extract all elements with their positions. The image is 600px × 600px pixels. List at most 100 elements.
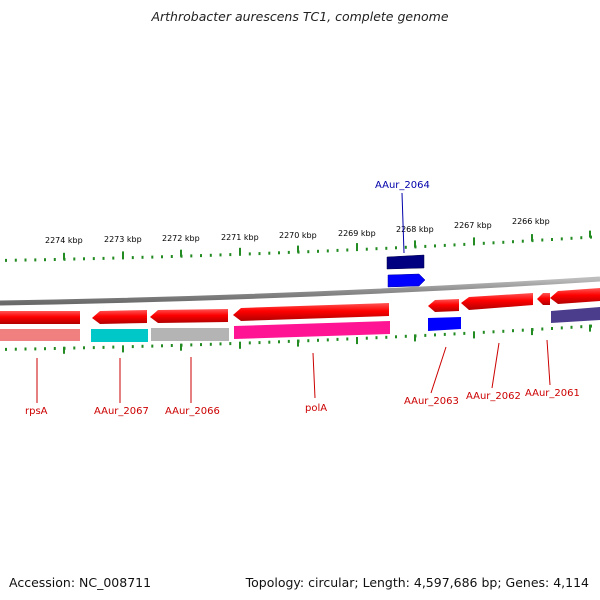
scale-label: 2269 kbp [338, 229, 376, 238]
major-tick [589, 230, 591, 238]
minor-tick [190, 343, 193, 347]
minor-tick [44, 347, 46, 351]
gene-offscreen-right-shadow [551, 307, 600, 323]
minor-tick [551, 238, 553, 241]
minor-tick [278, 251, 280, 255]
minor-tick [482, 330, 485, 334]
minor-tick [512, 240, 514, 244]
gene-AAur_2067-shadow [91, 329, 148, 342]
minor-tick [53, 347, 56, 350]
major-tick [531, 328, 533, 336]
major-tick [122, 251, 124, 259]
minor-tick [580, 236, 583, 240]
gene-AAur_2062[interactable] [461, 293, 533, 310]
gene-AAur_2067[interactable] [92, 310, 147, 324]
minor-tick [287, 339, 290, 343]
minor-tick [219, 342, 222, 346]
minor-tick [131, 345, 134, 349]
major-tick [180, 343, 182, 351]
minor-tick [502, 329, 505, 333]
gene-AAur_2066[interactable] [150, 309, 228, 323]
gene-label-AAur_2064[interactable]: AAur_2064 [375, 180, 430, 191]
minor-tick [512, 329, 514, 333]
minor-tick [434, 333, 436, 337]
gene-label-AAur_2067[interactable]: AAur_2067 [94, 406, 149, 417]
minor-tick [424, 244, 427, 248]
minor-tick [463, 331, 466, 335]
label-leaders [36, 339, 551, 403]
major-tick [297, 339, 299, 347]
minor-tick [141, 255, 144, 259]
minor-tick [434, 244, 436, 248]
minor-tick [161, 344, 163, 348]
minor-tick [258, 341, 261, 345]
gene-AAur_2064-dark[interactable] [386, 254, 425, 270]
gene-AAur_2064[interactable] [387, 273, 426, 288]
gene-label-polA[interactable]: polA [305, 403, 327, 414]
minor-tick [268, 251, 271, 255]
minor-tick [560, 326, 563, 330]
minor-tick [53, 258, 56, 261]
minor-tick [443, 243, 446, 247]
forward-strand-genes [386, 254, 426, 288]
minor-tick [443, 332, 446, 336]
minor-tick [112, 256, 115, 260]
gene-label-AAur_2062[interactable]: AAur_2062 [466, 391, 521, 402]
gene-label-AAur_2063[interactable]: AAur_2063 [404, 396, 459, 407]
minor-tick [404, 245, 407, 249]
minor-tick [83, 346, 85, 350]
minor-tick [248, 341, 251, 345]
gene-polA[interactable] [233, 303, 389, 321]
minor-tick [102, 345, 105, 349]
gene-label-AAur_2061[interactable]: AAur_2061 [525, 388, 580, 399]
minor-tick [34, 258, 37, 262]
topology-text: Topology: circular; Length: 4,597,686 bp… [245, 575, 589, 590]
minor-tick [170, 255, 173, 258]
minor-tick [151, 344, 154, 348]
minor-tick [385, 335, 388, 339]
minor-tick [34, 347, 37, 351]
minor-tick [287, 250, 290, 254]
inner-tick-row [5, 324, 592, 354]
scale-label: 2271 kbp [221, 233, 259, 242]
gene-AAur_2061[interactable] [537, 293, 550, 305]
minor-tick [151, 255, 154, 259]
minor-tick [560, 237, 563, 241]
minor-tick [307, 250, 310, 254]
gene-label-rpsA[interactable]: rpsA [25, 406, 48, 417]
minor-tick [521, 239, 524, 243]
minor-tick [73, 346, 76, 350]
gene-AAur_2066-shadow [151, 328, 229, 341]
minor-tick [307, 339, 310, 343]
minor-tick [14, 347, 17, 351]
major-tick [180, 249, 182, 257]
outer-tick-row [5, 230, 592, 262]
gene-offscreen-right[interactable] [550, 288, 600, 304]
minor-tick [24, 347, 27, 351]
gene-rpsA[interactable] [0, 311, 80, 324]
minor-tick [541, 327, 544, 331]
minor-tick [112, 345, 115, 349]
gene-AAur_2063[interactable] [428, 299, 459, 312]
scale-label: 2274 kbp [45, 236, 83, 245]
scale-label: 2270 kbp [279, 231, 317, 240]
gene-AAur_2063-shadow [428, 317, 461, 331]
gene-labels: rpsA AAur_2067 AAur_2066 polA AAur_2063 … [25, 180, 580, 417]
reverse-strand-genes [0, 288, 600, 342]
minor-tick [424, 333, 427, 337]
minor-tick [44, 258, 46, 262]
minor-tick [268, 340, 271, 344]
scale-label: 2266 kbp [512, 217, 550, 226]
scale-label: 2268 kbp [396, 225, 434, 234]
minor-tick [570, 325, 573, 329]
minor-tick [346, 248, 349, 252]
minor-tick [375, 336, 378, 340]
minor-tick [161, 255, 163, 259]
minor-tick [502, 240, 505, 244]
minor-tick [278, 340, 280, 344]
scale-label: 2272 kbp [162, 234, 200, 243]
minor-tick [463, 242, 466, 246]
minor-tick [453, 332, 456, 336]
gene-label-AAur_2066[interactable]: AAur_2066 [165, 406, 220, 417]
minor-tick [5, 347, 7, 351]
